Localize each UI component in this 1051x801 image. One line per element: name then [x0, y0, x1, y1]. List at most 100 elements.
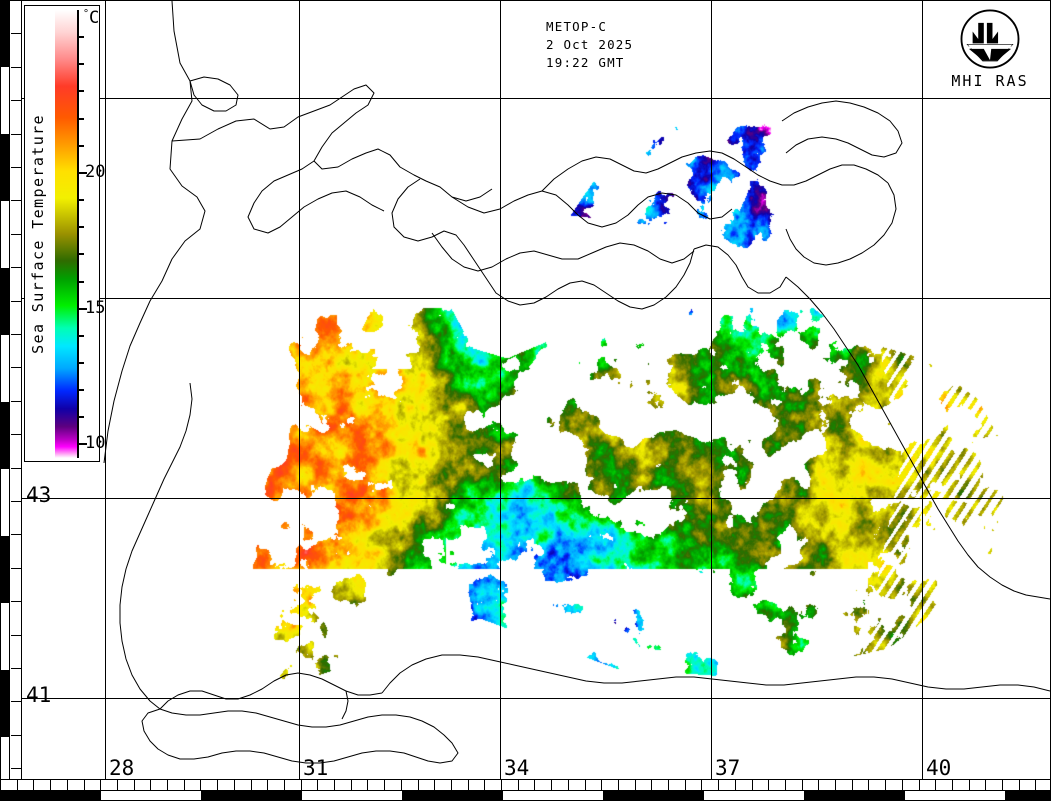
- ruler-segment: [0, 402, 9, 469]
- ruler-tick: [11, 300, 21, 302]
- lat-tick-label-43: 43: [26, 483, 52, 507]
- ruler-tick: [250, 780, 252, 790]
- ruler-tick: [450, 780, 452, 790]
- ruler-tick: [918, 780, 920, 790]
- ruler-tick: [1002, 780, 1003, 790]
- coastline-path-18: [189, 76, 239, 112]
- ruler-tick: [11, 100, 21, 102]
- ruler-tick: [467, 780, 469, 790]
- coastline-path-17: [341, 690, 349, 720]
- ruler-tick: [11, 467, 21, 469]
- ruler-tick: [768, 780, 770, 790]
- logo-label-text: MHI RAS: [951, 72, 1029, 90]
- ruler-segment: [0, 268, 9, 335]
- colorbar-label-15: 15: [85, 297, 106, 318]
- ruler-tick: [233, 780, 235, 790]
- coastline-path-14: [141, 708, 459, 764]
- left-coarse-ruler: [0, 0, 10, 801]
- ruler-segment: [0, 134, 9, 201]
- colorbar-tick-15: [77, 307, 87, 310]
- coastline-path-2: [247, 160, 385, 234]
- ruler-tick: [350, 780, 352, 790]
- ruler-tick: [11, 133, 21, 135]
- ruler-tick: [651, 780, 653, 790]
- ruler-tick: [100, 780, 102, 790]
- ruler-tick: [901, 780, 903, 790]
- ruler-tick: [868, 780, 870, 790]
- coastline-path-6: [693, 244, 787, 294]
- coastline-path-11: [381, 654, 1050, 694]
- colorbar-tick-20: [77, 171, 87, 174]
- colorbar-tick-14: [77, 334, 84, 337]
- ruler-tick: [11, 634, 21, 636]
- coastline-path-8: [781, 100, 903, 158]
- colorbar-gradient: [55, 10, 77, 458]
- colorbar-label-20: 20: [85, 161, 106, 182]
- coastline-path-7: [541, 150, 889, 192]
- ruler-segment: [603, 791, 704, 801]
- ruler-tick: [534, 780, 536, 790]
- ruler-tick: [734, 780, 736, 790]
- colorbar-tick-19: [77, 199, 84, 202]
- ruler-tick: [11, 200, 21, 202]
- coastline-layer: [103, 1, 1050, 764]
- ruler-tick: [784, 780, 786, 790]
- ruler-tick: [835, 780, 836, 790]
- ruler-tick: [1018, 780, 1020, 790]
- colorbar-label-10: 10: [85, 433, 106, 454]
- sst-raster-layer: [22, 1, 1050, 779]
- ruler-tick: [33, 780, 35, 790]
- ruler-tick: [718, 780, 720, 790]
- map-plot-area[interactable]: [22, 1, 1050, 779]
- ruler-tick: [634, 780, 636, 790]
- colorbar-tick-24: [77, 63, 84, 66]
- ruler-tick: [11, 567, 21, 569]
- ruler-tick: [985, 780, 987, 790]
- ruler-tick: [283, 780, 285, 790]
- lon-tick-label-37: 37: [715, 756, 741, 780]
- ruler-tick: [951, 780, 953, 790]
- ruler-tick: [601, 780, 603, 790]
- ruler-tick: [617, 780, 619, 790]
- coastline-path-0: [103, 1, 206, 464]
- colorbar-tick-12: [77, 389, 84, 392]
- ruler-tick: [501, 780, 502, 790]
- ruler-tick: [417, 780, 419, 790]
- colorbar-tick-10: [77, 443, 87, 446]
- ruler-tick: [484, 780, 486, 790]
- ruler-tick: [968, 780, 970, 790]
- colorbar-tick-23: [77, 90, 84, 93]
- ruler-segment: [201, 791, 302, 801]
- ruler-tick: [11, 668, 21, 669]
- colorbar-tick-21: [77, 144, 84, 147]
- institute-logo-block: MHI RAS: [940, 8, 1040, 90]
- ruler-tick: [1035, 780, 1037, 790]
- ruler-tick: [11, 734, 21, 736]
- ruler-tick: [11, 167, 21, 168]
- lon-tick-label-40: 40: [926, 756, 952, 780]
- colorbar-tick-13: [77, 361, 84, 364]
- colorbar-title-text: Sea Surface Temperature: [29, 113, 47, 354]
- lat-tick-label-41: 41: [26, 683, 52, 707]
- bottom-fine-ruler: [0, 779, 1051, 790]
- celsius-letter: C: [89, 8, 100, 28]
- ruler-tick: [133, 780, 135, 790]
- ruler-tick: [11, 701, 21, 703]
- ruler-tick: [11, 367, 21, 369]
- ruler-tick: [11, 501, 21, 502]
- coastline-path-3: [451, 190, 733, 228]
- ruler-tick: [701, 780, 703, 790]
- degree-symbol: °: [83, 8, 90, 20]
- ruler-tick: [935, 780, 937, 790]
- ruler-tick: [885, 780, 887, 790]
- ruler-tick: [384, 780, 386, 790]
- ruler-segment: [0, 536, 9, 603]
- ruler-segment: [0, 0, 9, 67]
- ruler-tick: [517, 780, 519, 790]
- lon-tick-label-28: 28: [109, 756, 135, 780]
- ruler-tick: [11, 601, 21, 603]
- colorbar-tick-25: [77, 36, 84, 39]
- ruler-tick: [16, 780, 18, 790]
- acquisition-info-block: METOP-C 2 Oct 2025 19:22 GMT: [546, 19, 634, 70]
- ruler-tick: [751, 780, 753, 790]
